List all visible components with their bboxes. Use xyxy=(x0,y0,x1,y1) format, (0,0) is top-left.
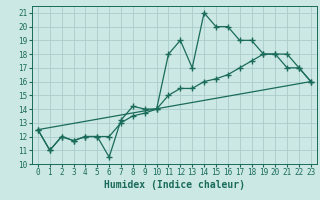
X-axis label: Humidex (Indice chaleur): Humidex (Indice chaleur) xyxy=(104,180,245,190)
